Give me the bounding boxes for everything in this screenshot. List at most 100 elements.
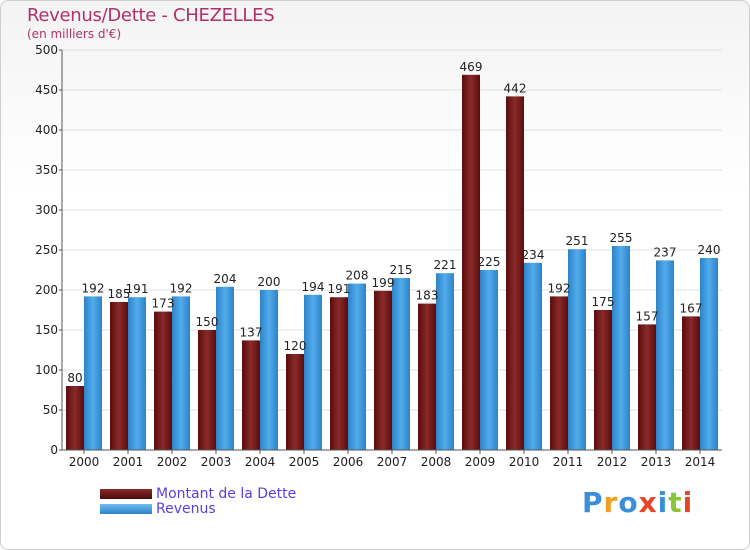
value-label-dette: 442	[504, 81, 527, 95]
value-label-dette: 157	[636, 309, 659, 323]
value-label-dette: 192	[548, 281, 571, 295]
value-label-dette: 185	[108, 287, 131, 301]
value-label-revenus: 215	[390, 263, 413, 277]
y-tick-label: 300	[35, 203, 58, 217]
value-label-dette: 199	[372, 276, 395, 290]
value-label-revenus: 237	[654, 245, 677, 259]
bar-dette	[418, 303, 436, 450]
bar-revenus	[304, 294, 322, 450]
logo-letter: i	[682, 486, 694, 519]
chart-title: Revenus/Dette - CHEZELLES	[27, 5, 275, 26]
value-label-revenus: 234	[522, 248, 545, 262]
bar-dette	[594, 310, 612, 450]
bar-dette	[66, 386, 84, 450]
y-tick-label: 250	[35, 243, 58, 257]
bar-dette	[682, 316, 700, 450]
value-label-dette: 120	[284, 339, 307, 353]
value-label-dette: 191	[328, 282, 351, 296]
bar-dette	[638, 324, 656, 450]
value-label-dette: 183	[416, 289, 439, 303]
bar-revenus	[128, 297, 146, 450]
value-label-revenus: 240	[698, 243, 721, 257]
value-label-revenus: 194	[302, 280, 325, 294]
value-label-revenus: 255	[610, 231, 633, 245]
bar-dette	[242, 340, 260, 450]
bar-dette	[506, 96, 524, 451]
y-tick-label: 150	[35, 323, 58, 337]
logo-letter: t	[668, 486, 683, 519]
value-label-revenus: 192	[82, 281, 105, 295]
x-tick-label: 2002	[157, 455, 188, 469]
bar-dette	[550, 296, 568, 450]
x-tick-label: 2003	[201, 455, 232, 469]
legend-swatch-dette	[100, 489, 152, 499]
bar-revenus	[480, 270, 498, 450]
value-label-dette: 175	[592, 295, 615, 309]
logo-letter: x	[638, 486, 658, 519]
bar-revenus	[568, 249, 586, 450]
y-tick-label: 350	[35, 163, 58, 177]
value-label-dette: 167	[680, 301, 703, 315]
bar-revenus	[524, 262, 542, 450]
value-label-dette: 137	[240, 325, 263, 339]
y-tick-label: 450	[35, 83, 58, 97]
x-tick-label: 2011	[553, 455, 584, 469]
y-tick-label: 0	[50, 443, 58, 457]
x-tick-label: 2007	[377, 455, 408, 469]
x-tick-label: 2005	[289, 455, 320, 469]
bar-revenus	[700, 258, 718, 450]
bar-revenus	[216, 286, 234, 450]
x-tick-label: 2013	[641, 455, 672, 469]
chart-subtitle: (en milliers d'€)	[27, 27, 122, 41]
logo-letter: i	[657, 486, 669, 519]
bar-dette	[154, 311, 172, 450]
value-label-revenus: 221	[434, 258, 457, 272]
logo-letter: r	[603, 486, 619, 519]
value-label-revenus: 225	[478, 255, 501, 269]
bar-dette	[110, 302, 128, 450]
value-label-dette: 150	[196, 315, 219, 329]
bar-revenus	[656, 260, 674, 450]
x-tick-label: 2009	[465, 455, 496, 469]
value-label-revenus: 192	[170, 281, 193, 295]
bar-revenus	[436, 273, 454, 450]
proxiti-logo: Proxiti	[582, 486, 693, 519]
value-label-dette: 80	[67, 371, 82, 385]
bar-revenus	[84, 296, 102, 450]
legend-swatch-revenus	[100, 504, 152, 514]
logo-letter: o	[618, 486, 639, 519]
legend-label-revenus: Revenus	[156, 501, 216, 517]
value-label-revenus: 251	[566, 234, 589, 248]
value-label-revenus: 191	[126, 282, 149, 296]
bar-revenus	[348, 283, 366, 450]
x-tick-label: 2004	[245, 455, 276, 469]
bar-dette	[462, 74, 480, 451]
value-label-revenus: 208	[346, 269, 369, 283]
legend-label-dette: Montant de la Dette	[156, 486, 297, 502]
bar-revenus	[392, 278, 410, 450]
x-tick-label: 2008	[421, 455, 452, 469]
x-tick-label: 2014	[685, 455, 716, 469]
bar-revenus	[260, 290, 278, 450]
y-tick-label: 500	[35, 43, 58, 57]
y-tick-label: 50	[43, 403, 58, 417]
y-tick-label: 200	[35, 283, 58, 297]
y-tick-label: 100	[35, 363, 58, 377]
bar-dette	[286, 354, 304, 450]
x-tick-label: 2010	[509, 455, 540, 469]
x-tick-label: 2001	[113, 455, 144, 469]
bar-revenus	[172, 296, 190, 450]
bar-dette	[374, 290, 392, 450]
x-tick-label: 2000	[69, 455, 100, 469]
value-label-revenus: 204	[214, 272, 237, 286]
y-tick-label: 400	[35, 123, 58, 137]
value-label-revenus: 200	[258, 275, 281, 289]
bar-revenus	[612, 246, 630, 450]
value-label-dette: 173	[152, 297, 175, 311]
x-tick-label: 2012	[597, 455, 628, 469]
bar-dette	[330, 297, 348, 450]
x-tick-label: 2006	[333, 455, 364, 469]
bar-dette	[198, 330, 216, 450]
value-label-dette: 469	[460, 60, 483, 74]
